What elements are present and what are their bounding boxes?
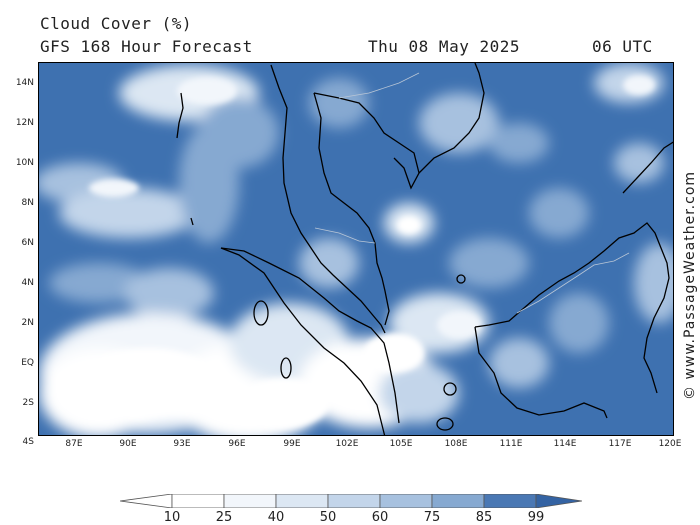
nicobar-islands (190, 217, 194, 226)
cbar-segment (483, 494, 537, 508)
legend-label: 99 (527, 510, 545, 525)
map-canvas (39, 63, 673, 435)
island-bangka (443, 382, 457, 396)
island-belitung (436, 417, 454, 431)
lat-label: 8N (21, 198, 34, 208)
lon-label: 114E (553, 439, 577, 449)
border-borneo (516, 252, 630, 314)
lat-label: 6N (21, 238, 34, 248)
borneo-coast-north (474, 222, 670, 394)
legend-label: 85 (475, 510, 493, 525)
island-siberut (280, 357, 292, 379)
legend-label: 10 (163, 510, 181, 525)
forecast-date: Thu 08 May 2025 (368, 37, 520, 56)
coastlines (176, 63, 673, 435)
cbar-segment (275, 494, 329, 508)
border-thai-malaysia (314, 227, 376, 244)
cbar-segment (327, 494, 381, 508)
lon-label: 111E (499, 439, 523, 449)
cbar-high-arrow (535, 494, 582, 508)
forecast-subtitle: GFS 168 Hour Forecast (40, 37, 253, 56)
lat-label: 12N (15, 118, 34, 128)
cbar-low-arrow (120, 494, 173, 508)
legend-label: 60 (371, 510, 389, 525)
lat-label: 14N (15, 78, 34, 88)
lat-label: 4N (21, 278, 34, 288)
color-scale-bar (120, 494, 582, 508)
cloud-field (39, 63, 673, 435)
lon-label: 102E (335, 439, 359, 449)
peninsula-coast-east (313, 92, 390, 326)
lon-label: 87E (65, 439, 83, 449)
lat-label: 10N (15, 158, 34, 168)
vietnam-coast (418, 63, 485, 174)
forecast-time: 06 UTC (592, 37, 653, 56)
lon-label: 96E (228, 439, 246, 449)
cbar-segment (431, 494, 485, 508)
lon-label: 99E (283, 439, 301, 449)
lat-label: 4S (22, 437, 34, 447)
borders (314, 72, 630, 314)
lat-label: 2S (22, 398, 34, 408)
andaman-islands (176, 92, 184, 139)
legend-label: 40 (267, 510, 285, 525)
credit-watermark: © www.PassageWeather.com (680, 160, 698, 410)
borneo-coast-south (474, 326, 608, 419)
lat-label: 2N (21, 318, 34, 328)
legend-label: 75 (423, 510, 441, 525)
lon-label: 90E (119, 439, 137, 449)
island-nias (253, 300, 269, 326)
sumatra-coast-east (220, 247, 400, 424)
cbar-segment (171, 494, 225, 508)
island-natuna (456, 274, 466, 284)
credit-text: © www.PassageWeather.com (682, 170, 698, 400)
gulf-coast (313, 92, 420, 190)
legend-label: 50 (319, 510, 337, 525)
lon-label: 105E (389, 439, 413, 449)
cbar-segment (223, 494, 277, 508)
lon-label: 93E (173, 439, 191, 449)
legend-label: 25 (215, 510, 233, 525)
peninsula-coast-west (270, 64, 386, 334)
sumatra-coast-west (220, 247, 386, 435)
cloud-detail (79, 75, 655, 428)
cloud-cover-map (38, 62, 674, 436)
border-thai-cambodia (338, 72, 420, 99)
lon-label: 117E (608, 439, 632, 449)
lon-label: 108E (444, 439, 468, 449)
lon-label: 120E (658, 439, 682, 449)
palawan-coast (622, 141, 673, 194)
cbar-segment (379, 494, 433, 508)
lat-label: EQ (21, 358, 34, 368)
map-title: Cloud Cover (%) (40, 14, 192, 33)
